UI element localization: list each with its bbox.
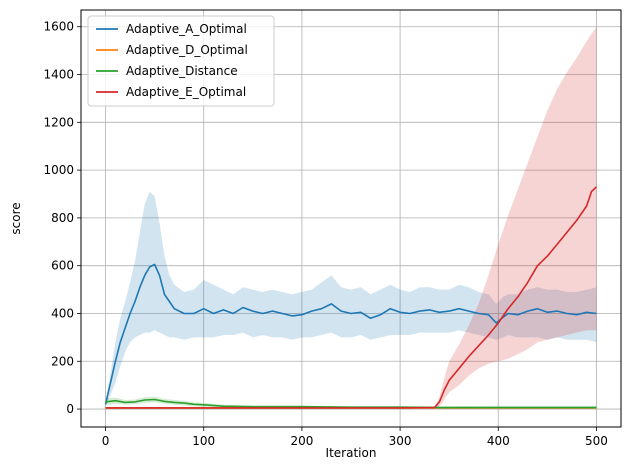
adaptive-a-optimal-legend-label: Adaptive_A_Optimal bbox=[126, 22, 247, 36]
y-tick-label: 1400 bbox=[43, 68, 74, 82]
x-tick-label: 100 bbox=[192, 434, 215, 448]
y-axis-ticks: 0 200 400 600 800 1000 1200 1400 1600 bbox=[43, 20, 81, 416]
x-tick-label: 200 bbox=[290, 434, 313, 448]
adaptive-a-optimal-line bbox=[104, 263, 597, 405]
x-tick-label: 300 bbox=[389, 434, 412, 448]
y-tick-label: 200 bbox=[51, 354, 74, 368]
x-axis-label: Iteration bbox=[326, 446, 377, 460]
x-tick-label: 500 bbox=[585, 434, 608, 448]
x-tick-label: 0 bbox=[102, 434, 110, 448]
y-tick-label: 1200 bbox=[43, 115, 74, 129]
plot-frame bbox=[80, 9, 622, 428]
y-tick-label: 400 bbox=[51, 306, 74, 320]
y-tick-label: 0 bbox=[66, 402, 74, 416]
x-axis-ticks: 0 100 200 300 400 500 bbox=[102, 427, 608, 448]
y-tick-label: 800 bbox=[51, 211, 74, 225]
legend-box bbox=[87, 15, 275, 107]
adaptive-a-optimal-band bbox=[105, 191, 597, 407]
y-tick-label: 1600 bbox=[43, 20, 74, 34]
y-tick-label: 1000 bbox=[43, 163, 74, 177]
adaptive-e-optimal-line bbox=[105, 186, 598, 409]
x-tick-label: 400 bbox=[487, 434, 510, 448]
legend: Adaptive_A_Optimal Adaptive_D_Optimal Adap… bbox=[87, 15, 275, 107]
adaptive-distance-legend-label: Adaptive_Distance bbox=[126, 64, 238, 78]
grid-lines bbox=[81, 10, 621, 427]
adaptive-d-optimal-legend-label: Adaptive_D_Optimal bbox=[126, 43, 248, 57]
series-lines bbox=[104, 186, 598, 409]
y-tick-label: 600 bbox=[51, 259, 74, 273]
adaptive-e-optimal-legend-label: Adaptive_E_Optimal bbox=[126, 85, 246, 99]
y-axis-label: score bbox=[9, 202, 23, 234]
